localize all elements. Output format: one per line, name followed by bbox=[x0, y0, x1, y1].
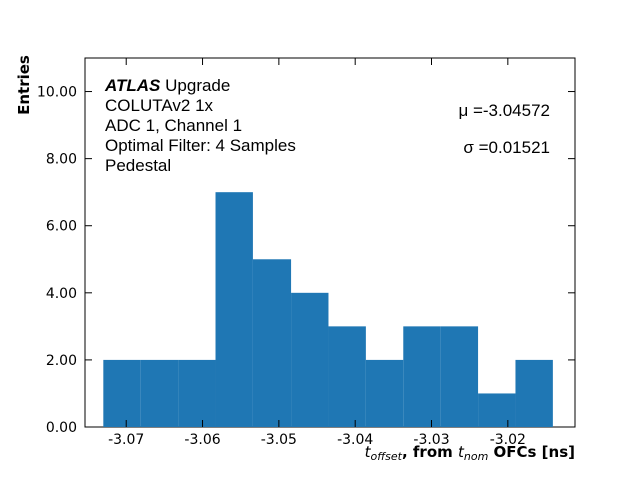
x-label-part: , from bbox=[402, 443, 458, 461]
histogram-bar bbox=[440, 326, 479, 427]
annotation: ADC 1, Channel 1 bbox=[105, 116, 242, 135]
histogram-bar bbox=[252, 259, 292, 427]
x-tick-label: -3.03 bbox=[413, 432, 449, 448]
experiment-label: ATLAS Upgrade bbox=[104, 76, 230, 95]
histogram-bar bbox=[140, 359, 179, 427]
y-axis-label: Entries bbox=[15, 55, 33, 115]
annotation: Optimal Filter: 4 Samples bbox=[105, 136, 296, 155]
y-tick-label: 10.00 bbox=[37, 85, 77, 101]
histogram-bar bbox=[178, 359, 216, 427]
x-tick-label: -3.02 bbox=[490, 432, 526, 448]
y-tick-label: 0.00 bbox=[46, 420, 77, 436]
x-tick-label: -3.06 bbox=[184, 432, 220, 448]
y-tick-label: 6.00 bbox=[46, 219, 77, 235]
experiment: ATLAS bbox=[104, 76, 161, 95]
experiment-suffix: Upgrade bbox=[160, 76, 230, 95]
histogram-bar bbox=[291, 292, 329, 427]
x-label-part: nom bbox=[464, 450, 488, 463]
stat-label: σ =0.01521 bbox=[463, 138, 550, 157]
histogram-bar bbox=[515, 359, 553, 427]
histogram-bar bbox=[215, 192, 253, 427]
x-label-part: t bbox=[365, 443, 372, 461]
y-tick-label: 4.00 bbox=[46, 286, 77, 302]
histogram-bar bbox=[403, 326, 441, 427]
x-label-part: t bbox=[458, 443, 465, 461]
x-axis-label: toffset, from tnom OFCs [ns] bbox=[365, 443, 575, 463]
x-tick-label: -3.05 bbox=[261, 432, 297, 448]
y-tick-label: 8.00 bbox=[46, 152, 77, 168]
x-label-part: OFCs [ns] bbox=[488, 443, 575, 461]
annotation: Pedestal bbox=[105, 156, 171, 175]
histogram-bar bbox=[328, 326, 366, 427]
x-tick-label: -3.04 bbox=[337, 432, 373, 448]
annotation: COLUTAv2 1x bbox=[105, 96, 214, 115]
x-label-part: offset bbox=[370, 450, 402, 463]
y-tick-label: 2.00 bbox=[46, 353, 77, 369]
stat-label: μ =-3.04572 bbox=[458, 101, 550, 120]
x-tick-label: -3.07 bbox=[108, 432, 144, 448]
histogram-bar bbox=[103, 359, 141, 427]
histogram-bar bbox=[478, 393, 516, 427]
histogram-bar bbox=[365, 359, 404, 427]
